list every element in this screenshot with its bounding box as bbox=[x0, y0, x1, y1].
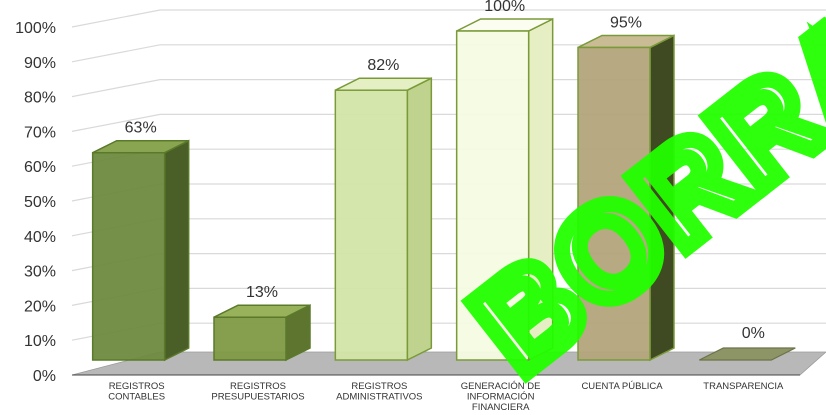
y-tick-label: 90% bbox=[24, 55, 56, 72]
y-tick-label: 30% bbox=[24, 264, 56, 281]
data-label: 13% bbox=[246, 284, 278, 301]
bar bbox=[91, 139, 190, 362]
bar-front bbox=[455, 30, 530, 361]
x-tick-label: CUENTA PÚBLICA bbox=[581, 381, 663, 392]
bar-front bbox=[91, 151, 166, 361]
x-tick-label: TRANSPARENCIA bbox=[703, 381, 784, 392]
gridline bbox=[71, 9, 826, 28]
y-tick-label: 80% bbox=[24, 90, 56, 107]
x-tick-label: REGISTROS CONTABLES bbox=[108, 381, 165, 403]
bar-series bbox=[91, 17, 796, 362]
data-label: 63% bbox=[125, 120, 157, 137]
y-tick-label: 40% bbox=[24, 229, 56, 246]
bar-side bbox=[163, 139, 190, 362]
y-tick-label: 10% bbox=[24, 333, 56, 350]
bar-front bbox=[334, 89, 409, 361]
bar-flat bbox=[699, 347, 796, 361]
bar bbox=[455, 17, 554, 362]
data-label: 82% bbox=[367, 57, 399, 74]
y-tick-label: 60% bbox=[24, 159, 56, 176]
data-label: 95% bbox=[610, 14, 642, 31]
x-axis-category-labels: REGISTROS CONTABLES REGISTROS PRESUPUESTARI… bbox=[108, 381, 784, 413]
bar bbox=[213, 304, 311, 362]
gridline bbox=[71, 44, 826, 63]
bar-front bbox=[577, 46, 651, 361]
y-tick-label: 50% bbox=[24, 194, 56, 211]
y-tick-label: 100% bbox=[15, 20, 56, 37]
bar bbox=[577, 34, 675, 362]
x-tick-label: REGISTROS ADMINISTRATIVOS bbox=[336, 381, 422, 403]
data-label: 0% bbox=[742, 325, 765, 342]
bar bbox=[334, 77, 433, 362]
y-tick-label: 20% bbox=[24, 298, 56, 315]
y-tick-label: 70% bbox=[24, 124, 56, 141]
y-axis-tick-labels: 0% 10% 20% 30% 40% 50% 60% 70% 80% 90% 100% bbox=[15, 20, 56, 385]
bar bbox=[699, 347, 796, 361]
data-labels: 63% 13% 82% 100% 95% 0% bbox=[125, 0, 765, 342]
bar-front bbox=[213, 316, 287, 361]
x-tick-label: REGISTROS PRESUPUESTARIOS bbox=[211, 381, 304, 403]
x-tick-label: GENERACIÓN DE INFORMACIÓN FINANCIERA bbox=[461, 381, 541, 413]
y-tick-label: 0% bbox=[33, 368, 56, 385]
bar-side bbox=[406, 77, 433, 362]
data-label: 100% bbox=[484, 0, 525, 15]
